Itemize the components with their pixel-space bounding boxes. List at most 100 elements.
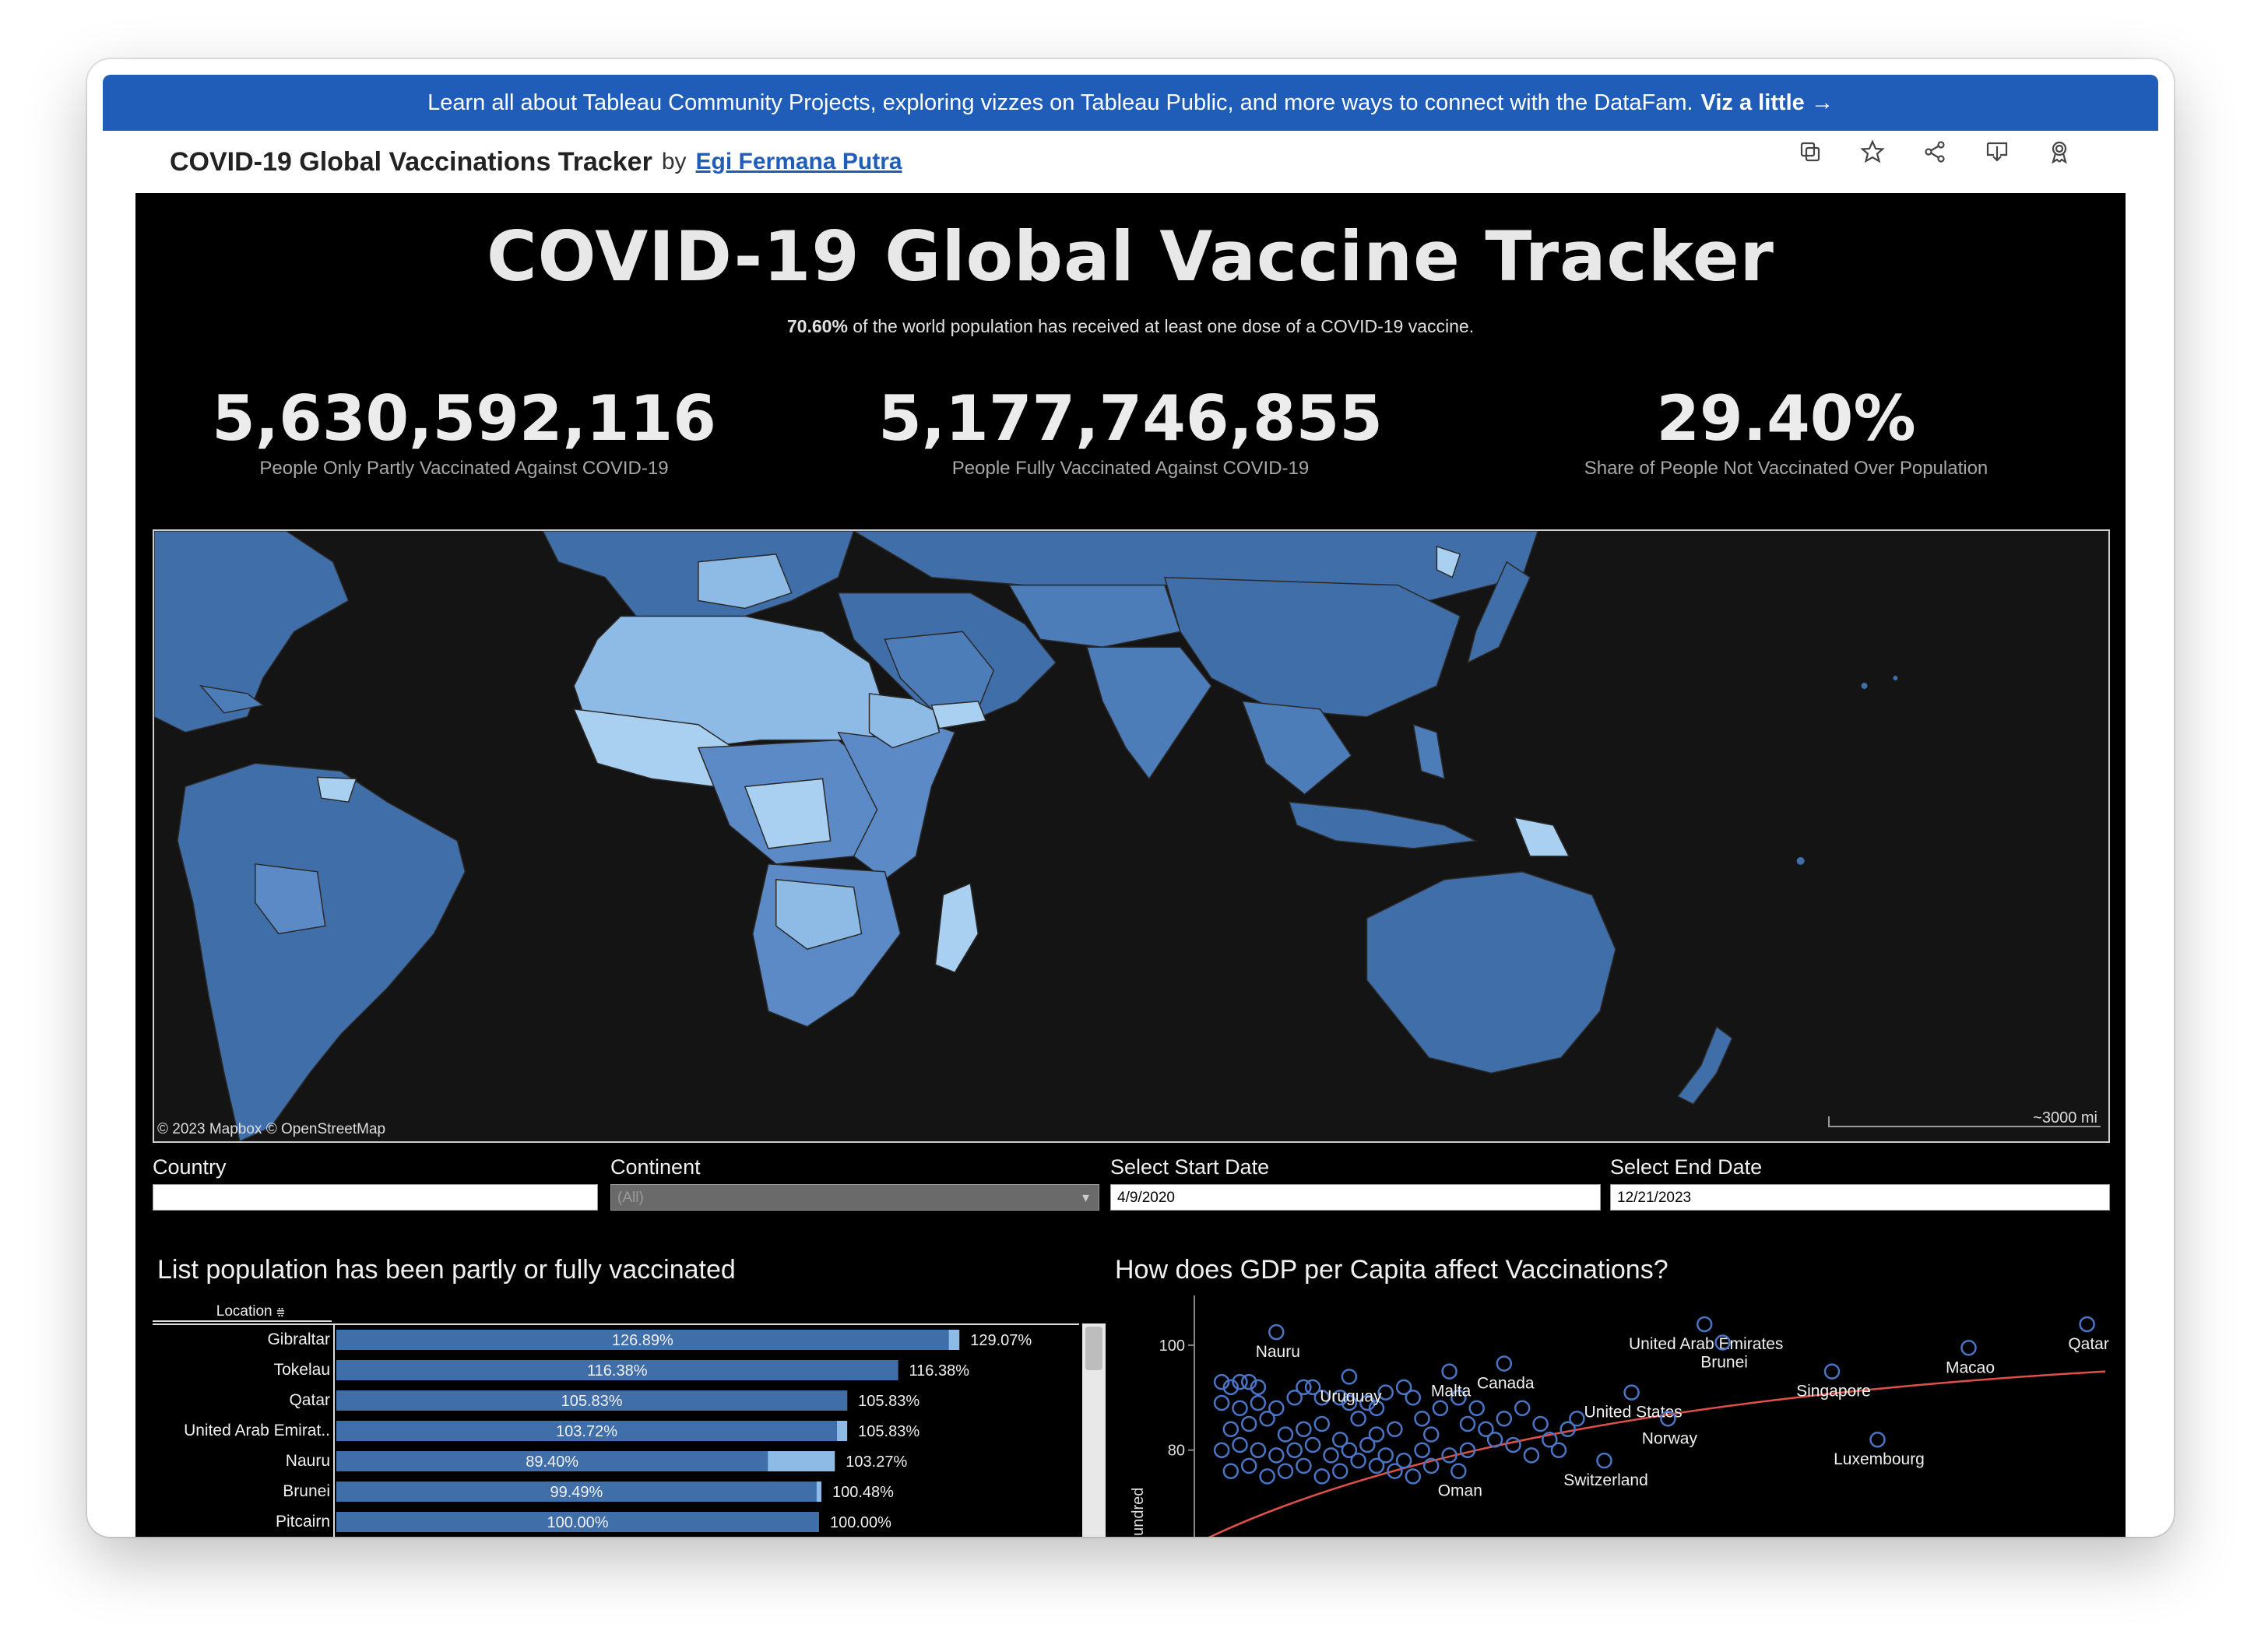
scatter-point[interactable] <box>1623 1384 1640 1401</box>
download-icon[interactable] <box>1984 139 2010 165</box>
scatter-point[interactable] <box>1213 1373 1230 1390</box>
map-caribbean[interactable] <box>199 684 265 714</box>
map-indonesia[interactable] <box>1288 801 1478 849</box>
scatter-point[interactable] <box>1432 1400 1449 1417</box>
map-philippines[interactable] <box>1412 723 1446 780</box>
scrollbar-thumb[interactable] <box>1085 1327 1102 1370</box>
scatter-point[interactable] <box>1496 1411 1513 1427</box>
world-map[interactable]: © 2023 Mapbox © OpenStreetMap ~3000 mi <box>153 529 2110 1143</box>
scatter-point[interactable] <box>1496 1355 1513 1372</box>
map-pacific-island[interactable] <box>1861 683 1868 689</box>
scatter-point[interactable] <box>1350 1452 1366 1469</box>
scatter-point[interactable] <box>1405 1390 1422 1406</box>
scatter-point[interactable] <box>1660 1411 1676 1427</box>
scatter-point[interactable] <box>1296 1379 1312 1396</box>
map-angola-zambia[interactable] <box>775 878 863 951</box>
bar-partly[interactable] <box>336 1512 819 1532</box>
bar-partly[interactable] <box>336 1482 817 1502</box>
scatter-point[interactable] <box>1250 1394 1267 1411</box>
scatter-point[interactable] <box>1960 1340 1977 1356</box>
copy-icon[interactable] <box>1797 139 1823 165</box>
map-papua-new-guinea[interactable] <box>1514 817 1570 857</box>
country-input[interactable] <box>153 1184 598 1211</box>
bar-partly[interactable] <box>336 1451 768 1471</box>
scatter-point[interactable] <box>1304 1379 1321 1396</box>
scatter-point[interactable] <box>1486 1431 1503 1448</box>
scatter-point[interactable] <box>1296 1421 1312 1437</box>
scatter-point[interactable] <box>1296 1457 1312 1474</box>
scatter-point[interactable] <box>2079 1316 2095 1333</box>
scatter-point[interactable] <box>1387 1421 1403 1437</box>
map-pacific-island[interactable] <box>1893 676 1898 681</box>
star-icon[interactable] <box>1859 139 1886 165</box>
scatter-point[interactable] <box>1414 1442 1430 1458</box>
scatter-point[interactable] <box>1459 1415 1476 1432</box>
scatter-point[interactable] <box>1478 1421 1494 1437</box>
scatter-point[interactable] <box>1259 1468 1275 1485</box>
scatter-point[interactable] <box>1542 1431 1558 1448</box>
map-bolivia[interactable] <box>255 863 326 935</box>
scatter-point[interactable] <box>1532 1415 1549 1432</box>
scatter-point[interactable] <box>1313 1390 1331 1406</box>
scatter-point[interactable] <box>1304 1436 1321 1453</box>
map-canvas[interactable] <box>154 531 2108 1141</box>
map-southeast-asia[interactable] <box>1241 701 1352 796</box>
scatter-point[interactable] <box>1869 1431 1886 1448</box>
map-central-asia[interactable] <box>1007 584 1181 648</box>
map-korea[interactable] <box>1436 545 1461 578</box>
scatter-point[interactable] <box>1459 1442 1476 1458</box>
scatter-point[interactable] <box>1523 1447 1540 1464</box>
location-header[interactable]: Location ⩷ <box>153 1299 332 1322</box>
scatter-point[interactable] <box>1250 1442 1267 1458</box>
map-japan[interactable] <box>1467 561 1531 664</box>
map-pacific-island[interactable] <box>1796 856 1805 865</box>
scatter-point[interactable] <box>1422 1426 1440 1443</box>
continent-select[interactable]: (All) <box>610 1184 1099 1211</box>
viz-a-little-link[interactable]: Viz a little → <box>1700 90 1834 115</box>
scatter-point[interactable] <box>1359 1394 1376 1411</box>
map-north-america[interactable] <box>154 531 350 733</box>
scatter-point[interactable] <box>1250 1379 1267 1396</box>
end-date-input[interactable]: 12/21/2023 <box>1610 1184 2110 1211</box>
scatter-point[interactable] <box>1268 1400 1285 1417</box>
scatter-point[interactable] <box>1222 1463 1240 1479</box>
scatter-point[interactable] <box>1213 1394 1230 1411</box>
scatter-point[interactable] <box>1341 1369 1358 1385</box>
scatter-point[interactable] <box>1268 1447 1285 1464</box>
scatter-point[interactable] <box>1341 1442 1358 1458</box>
bar-partly[interactable] <box>336 1360 898 1380</box>
scatter-point[interactable] <box>1213 1442 1230 1458</box>
scatter-point[interactable] <box>1422 1457 1440 1474</box>
scatter-point[interactable] <box>1313 1468 1331 1485</box>
scatter-point[interactable] <box>1222 1421 1240 1437</box>
scatter-point[interactable] <box>1350 1411 1366 1427</box>
map-yemen[interactable] <box>930 701 987 729</box>
award-icon[interactable] <box>2046 139 2073 165</box>
scatter-point[interactable] <box>1222 1379 1240 1396</box>
scatter-point[interactable] <box>1377 1447 1394 1464</box>
scatter-point[interactable] <box>1331 1390 1349 1406</box>
scatter-point[interactable] <box>1368 1426 1385 1443</box>
scatter-point[interactable] <box>1240 1373 1257 1390</box>
map-china[interactable] <box>1163 576 1461 718</box>
scatter-point[interactable] <box>1232 1400 1248 1417</box>
scatter-point[interactable] <box>1395 1379 1412 1396</box>
scatter-point[interactable] <box>1331 1431 1349 1448</box>
scatter-point[interactable] <box>1441 1447 1458 1464</box>
scatter-point[interactable] <box>1240 1415 1257 1432</box>
scatter-point[interactable] <box>1550 1442 1567 1458</box>
sort-icon[interactable]: ⩷ <box>276 1303 285 1320</box>
map-new-zealand[interactable] <box>1676 1025 1733 1105</box>
scatter-point[interactable] <box>1268 1323 1285 1341</box>
scatter-point[interactable] <box>1232 1373 1248 1390</box>
bar-scrollbar[interactable] <box>1082 1323 1106 1537</box>
scatter-point[interactable] <box>1359 1436 1376 1453</box>
scatter-point[interactable] <box>1514 1400 1531 1417</box>
bar-partly[interactable] <box>336 1330 949 1350</box>
scatter-point[interactable] <box>1277 1426 1294 1443</box>
scatter-point[interactable] <box>1441 1363 1458 1380</box>
scatter-point[interactable] <box>1286 1442 1303 1458</box>
scatter-point[interactable] <box>1714 1334 1731 1351</box>
scatter-point[interactable] <box>1387 1463 1403 1479</box>
scatter-point[interactable] <box>1377 1384 1394 1401</box>
